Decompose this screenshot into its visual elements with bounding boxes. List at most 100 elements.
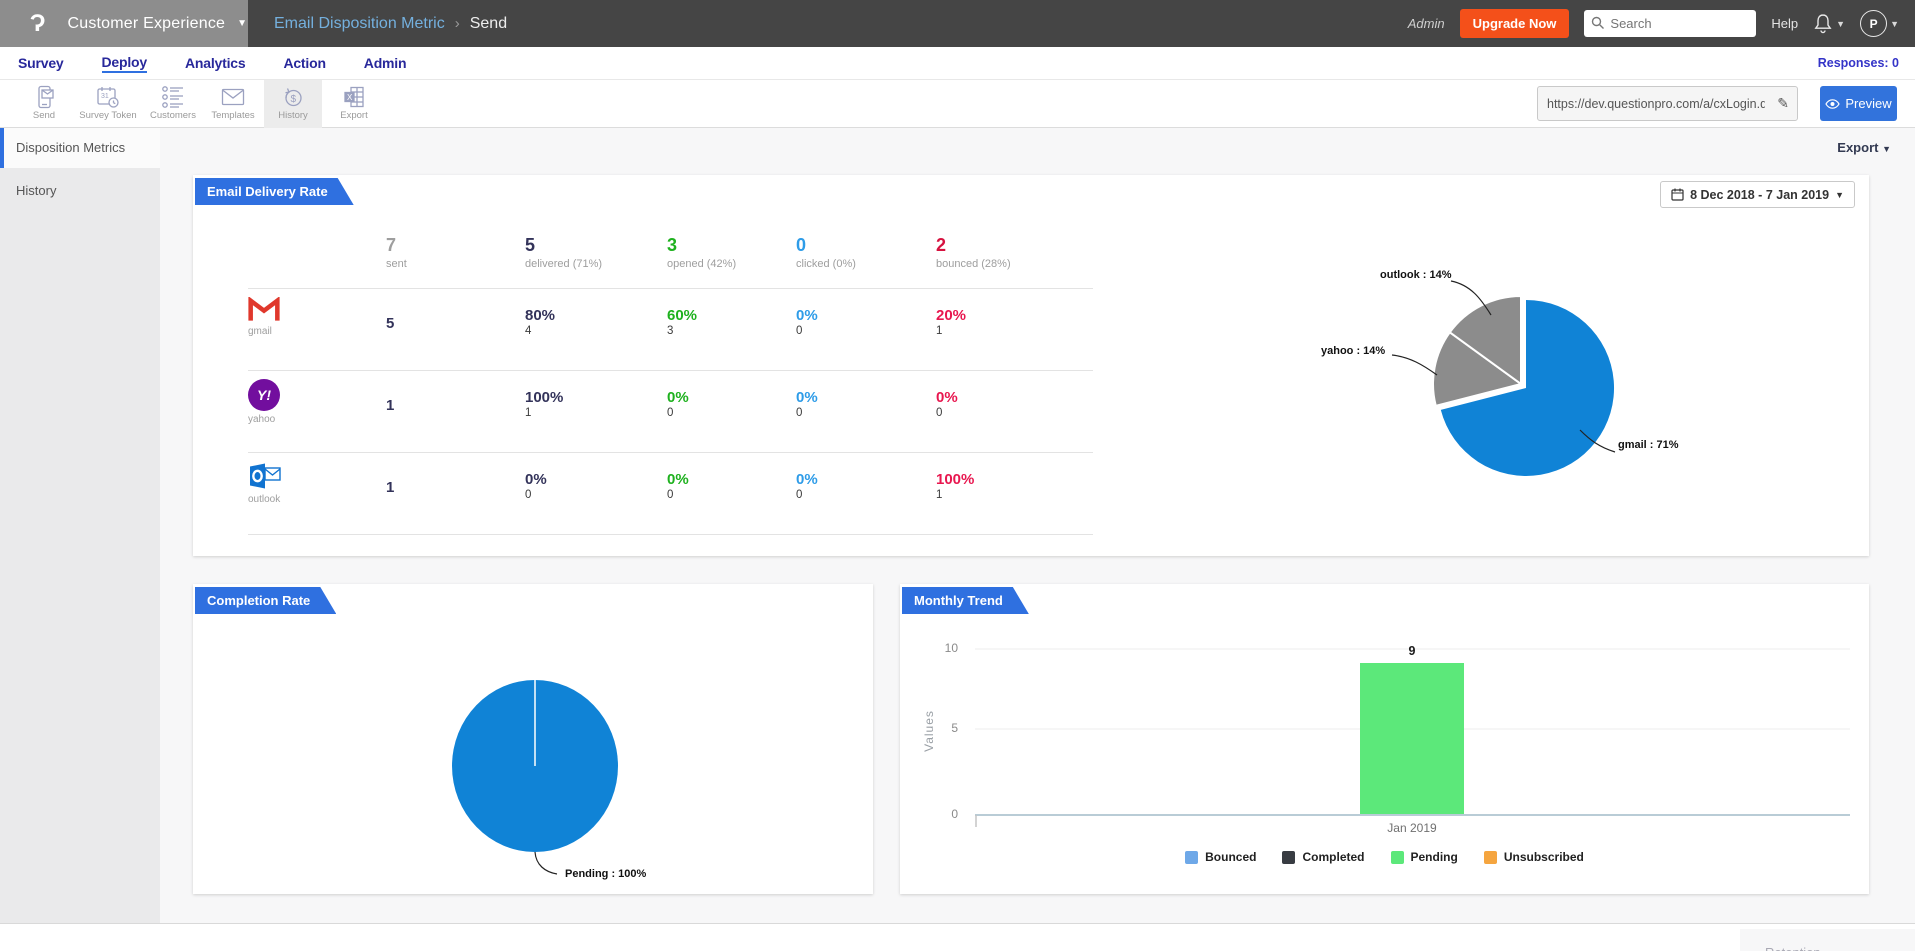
deploy-toolbar: Send 31 Survey Token Customers Templates…	[0, 80, 1915, 128]
legend-bounced[interactable]: Bounced	[1185, 850, 1256, 864]
panel-title-ribbon: Email Delivery Rate	[195, 178, 354, 205]
questionpro-logo-icon: Ɂ	[30, 9, 46, 37]
completion-rate-panel: Completion Rate Pending : 100%	[193, 584, 873, 894]
y-tick-0: 0	[951, 807, 958, 821]
delivery-table-header: 7 sent 5 delivered (71%) 3 opened (42%) 0 cl…	[248, 225, 1093, 289]
pie-slice-outlook[interactable]	[1448, 294, 1522, 386]
upgrade-now-button[interactable]: Upgrade Now	[1459, 9, 1570, 38]
envelope-icon	[221, 88, 245, 106]
search-input[interactable]	[1584, 10, 1757, 37]
toolbar-customers[interactable]: Customers	[142, 80, 204, 128]
bar-pending-jan2019[interactable]	[1360, 663, 1464, 815]
legend-swatch-completed	[1282, 850, 1296, 864]
main-content: Export ▼ Email Delivery Rate 8 Dec 2018 …	[160, 128, 1915, 923]
bar-value-label: 9	[1408, 644, 1416, 658]
clipped-section-title: Retention	[1765, 945, 1915, 951]
email-delivery-rate-panel: Email Delivery Rate 8 Dec 2018 - 7 Jan 2…	[193, 175, 1869, 556]
yahoo-icon: Y!	[248, 379, 280, 411]
calendar-icon	[1671, 188, 1684, 201]
table-row-outlook: outlook 1 0% 0 0% 0 0% 0 100% 1	[248, 453, 1093, 535]
workspace-switcher[interactable]: Ɂ Customer Experience ▼	[0, 0, 248, 47]
legend-unsubscribed[interactable]: Unsubscribed	[1483, 850, 1584, 864]
panel-title-ribbon: Completion Rate	[195, 587, 336, 614]
admin-label[interactable]: Admin	[1407, 16, 1445, 31]
toolbar-survey-token[interactable]: 31 Survey Token	[76, 80, 140, 128]
pie-slice-pending[interactable]	[452, 680, 618, 852]
leader-line	[1450, 280, 1492, 316]
clicked-total: 0	[796, 235, 807, 255]
pie-slice-gmail[interactable]	[1440, 300, 1615, 476]
leader-line	[534, 851, 558, 875]
legend-pending[interactable]: Pending	[1390, 850, 1458, 864]
bounced-total: 2	[936, 235, 947, 255]
toolbar-templates[interactable]: Templates	[204, 80, 262, 128]
date-range-picker[interactable]: 8 Dec 2018 - 7 Jan 2019 ▼	[1660, 181, 1855, 208]
responses-count[interactable]: Responses: 0	[1817, 56, 1899, 70]
y-tick-5: 5	[951, 721, 958, 735]
leader-line	[1391, 354, 1438, 376]
notifications-menu[interactable]: ▼	[1813, 13, 1845, 35]
account-menu[interactable]: P ▼	[1860, 10, 1899, 37]
monthly-trend-chart	[975, 648, 1850, 827]
chart-legend: Bounced Completed Pending Unsubscribed	[900, 850, 1869, 864]
next-section-clipped: Retention	[1740, 929, 1915, 951]
excel-export-icon: X	[344, 86, 364, 108]
pie-label-yahoo: yahoo : 14%	[1321, 345, 1386, 357]
legend-swatch-unsubscribed	[1483, 850, 1497, 864]
sidebar: Disposition Metrics History	[0, 128, 160, 923]
breadcrumb-parent[interactable]: Email Disposition Metric	[274, 14, 445, 32]
history-icon: $	[285, 88, 302, 107]
toolbar-history[interactable]: $ History	[264, 80, 322, 128]
legend-swatch-pending	[1390, 850, 1404, 864]
search-icon	[1591, 16, 1605, 30]
eye-icon	[1825, 98, 1841, 109]
chevron-down-icon: ▼	[1890, 18, 1899, 29]
provider-pie-chart	[1391, 280, 1616, 476]
delivered-total: 5	[525, 235, 536, 255]
pie-label-pending: Pending : 100%	[565, 868, 647, 880]
table-row-gmail: gmail 5 80% 4 60% 3 0% 0 20% 1	[248, 289, 1093, 371]
pie-label-outlook: outlook : 14%	[1380, 269, 1452, 281]
opened-total: 3	[667, 235, 678, 255]
monthly-trend-panel: Monthly Trend Values 10 5 0 9 Jan 2019 B…	[900, 584, 1869, 894]
nav-analytics[interactable]: Analytics	[184, 55, 246, 71]
chevron-down-icon: ▼	[1835, 189, 1844, 200]
page-footer: Retention	[0, 923, 1915, 951]
sidebar-item-disposition-metrics[interactable]: Disposition Metrics	[0, 128, 160, 168]
bell-icon	[1813, 13, 1833, 35]
completion-pie-chart	[452, 680, 618, 875]
toolbar-export[interactable]: X Export	[326, 80, 382, 128]
pie-slice-yahoo[interactable]	[1432, 330, 1524, 408]
edit-url-icon[interactable]: ✎	[1777, 95, 1789, 111]
top-bar: Ɂ Customer Experience ▼ Email Dispositio…	[0, 0, 1915, 47]
calendar-token-icon: 31	[97, 87, 119, 108]
send-sms-icon	[38, 85, 54, 109]
sent-total: 7	[386, 235, 397, 255]
survey-url-input[interactable]	[1538, 96, 1770, 111]
delivery-table: 7 sent 5 delivered (71%) 3 opened (42%) 0 cl…	[248, 225, 1093, 535]
customers-list-icon	[162, 86, 183, 108]
export-dropdown[interactable]: Export ▼	[1837, 140, 1891, 155]
x-axis-label: Jan 2019	[1387, 821, 1437, 835]
preview-button[interactable]: Preview	[1820, 86, 1897, 121]
breadcrumb: Email Disposition Metric › Send	[274, 15, 507, 33]
help-link[interactable]: Help	[1771, 16, 1799, 31]
nav-admin[interactable]: Admin	[363, 55, 407, 71]
breadcrumb-separator-icon: ›	[454, 15, 460, 32]
nav-deploy[interactable]: Deploy	[101, 54, 147, 73]
date-range-value: 8 Dec 2018 - 7 Jan 2019	[1690, 187, 1830, 202]
svg-text:X: X	[347, 93, 353, 102]
chevron-down-icon: ▼	[237, 18, 248, 29]
search-box	[1584, 10, 1757, 37]
panel-title-ribbon: Monthly Trend	[902, 587, 1029, 614]
gmail-icon	[248, 297, 280, 321]
sidebar-item-history[interactable]: History	[16, 183, 57, 198]
legend-completed[interactable]: Completed	[1282, 850, 1365, 864]
nav-survey[interactable]: Survey	[18, 55, 64, 71]
nav-action[interactable]: Action	[283, 55, 326, 71]
table-row-yahoo: Y! yahoo 1 100% 1 0% 0 0% 0 0% 0	[248, 371, 1093, 453]
toolbar-send[interactable]: Send	[16, 80, 72, 128]
outlook-icon	[250, 463, 281, 489]
avatar: P	[1860, 10, 1888, 37]
survey-url-box: ✎	[1537, 86, 1798, 121]
